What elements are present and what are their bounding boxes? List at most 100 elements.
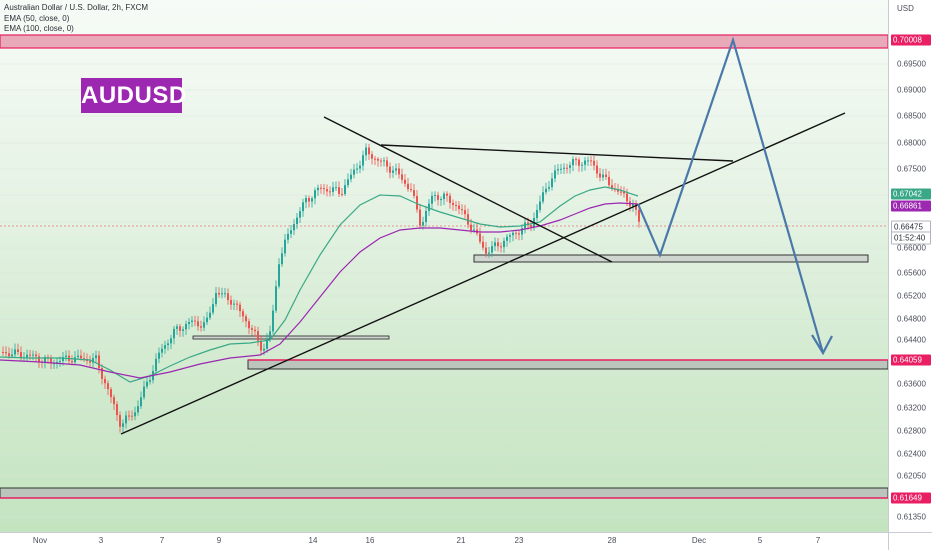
- candle-body: [269, 331, 271, 339]
- support-zone-small[interactable]: [192, 335, 390, 340]
- candle-body: [428, 203, 430, 211]
- chart-canvas: [0, 34, 888, 518]
- candle-body: [197, 321, 199, 327]
- candle-body: [488, 252, 490, 254]
- candle-body: [494, 242, 496, 247]
- candle-body: [617, 189, 619, 192]
- y-tick: 0.69500: [897, 59, 926, 69]
- legend-ema-50: EMA (50, close, 0): [4, 13, 70, 23]
- legend-symbol: Australian Dollar / U.S. Dollar, 2h, FXC…: [4, 3, 149, 12]
- candle-body: [449, 195, 451, 203]
- candle-body: [509, 235, 511, 237]
- candle-body: [299, 211, 301, 218]
- candle-body: [104, 378, 106, 384]
- candle-body: [605, 174, 607, 177]
- candle-body: [620, 191, 622, 193]
- candle-body: [536, 209, 538, 219]
- candle-body: [473, 229, 475, 231]
- candle-body: [572, 159, 574, 166]
- candle-body: [182, 329, 184, 331]
- candle-body: [485, 247, 487, 254]
- candle-body: [56, 361, 58, 364]
- candle-body: [83, 358, 85, 360]
- x-tick: 5: [757, 536, 763, 545]
- indicator-legend[interactable]: Australian Dollar / U.S. Dollar, 2h, FXC…: [4, 3, 148, 35]
- y-tick: 0.65600: [897, 268, 926, 278]
- candle-body: [437, 195, 439, 200]
- price-axis[interactable]: USD 0.69500 0.69000 0.68500 0.68000 0.67…: [888, 0, 932, 532]
- price-label-top-zone: 0.70008: [891, 34, 931, 46]
- support-zone-0.66[interactable]: [473, 254, 869, 263]
- y-tick: 0.68500: [897, 111, 926, 121]
- candle-body: [158, 352, 160, 359]
- candle-body: [479, 233, 481, 242]
- candle-body: [59, 361, 61, 363]
- candle-body: [221, 293, 223, 295]
- candle-body: [236, 303, 238, 305]
- x-tick: 14: [308, 536, 318, 545]
- upper-triangle-line[interactable]: [380, 144, 734, 162]
- y-tick: 0.62800: [897, 426, 926, 436]
- candle-body: [578, 159, 580, 166]
- price-chart[interactable]: Australian Dollar / U.S. Dollar, 2h, FXC…: [0, 0, 888, 532]
- projection-path[interactable]: [636, 36, 825, 354]
- candle-body: [80, 355, 82, 359]
- x-tick: Dec: [691, 536, 707, 545]
- candle-body: [329, 191, 331, 193]
- candle-body: [38, 356, 40, 363]
- candle-body: [596, 165, 598, 174]
- candle-body: [593, 160, 595, 166]
- candle-body: [107, 383, 109, 390]
- candle-body: [368, 147, 370, 155]
- candle-body: [413, 190, 415, 196]
- candle-body: [119, 415, 121, 427]
- candle-body: [563, 167, 565, 169]
- candle-body: [11, 354, 13, 357]
- candle-body: [323, 188, 325, 190]
- ema-50-line: [0, 186, 639, 383]
- candle-body: [395, 168, 397, 171]
- gridlines: [0, 63, 888, 518]
- candle-body: [131, 415, 133, 417]
- candle-body: [503, 240, 505, 248]
- candle-body: [491, 246, 493, 253]
- candle-body: [173, 328, 175, 339]
- x-tick: 3: [98, 536, 104, 545]
- candle-body: [353, 169, 355, 175]
- currency-label: USD: [897, 4, 914, 13]
- candle-body: [302, 202, 304, 212]
- candle-body: [290, 230, 292, 234]
- candle-body: [35, 354, 37, 357]
- support-zone-0.61649[interactable]: [0, 487, 888, 499]
- candle-body: [191, 320, 193, 322]
- candle-body: [320, 187, 322, 189]
- candle-body: [482, 241, 484, 248]
- candle-body: [407, 183, 409, 190]
- x-tick: 7: [815, 536, 821, 545]
- candle-body: [29, 354, 31, 356]
- candle-body: [77, 355, 79, 358]
- resistance-zone-0.70008[interactable]: [0, 34, 888, 49]
- candle-body: [584, 160, 586, 165]
- candle-body: [113, 397, 115, 405]
- y-tick: 0.68000: [897, 138, 926, 148]
- ascending-trendline[interactable]: [120, 112, 846, 435]
- candle-body: [308, 198, 310, 202]
- candle-body: [266, 338, 268, 349]
- candle-body: [194, 320, 196, 322]
- time-axis[interactable]: Nov 3 7 9 14 16 21 23 28 Dec 5 7: [0, 532, 888, 550]
- candle-body: [380, 160, 382, 162]
- candle-body: [560, 168, 562, 170]
- countdown-label: 01:52:40: [891, 231, 931, 245]
- candle-body: [359, 165, 361, 169]
- descending-trendline[interactable]: [323, 116, 613, 263]
- x-tick: 16: [365, 536, 375, 545]
- support-zone-0.64059[interactable]: [247, 359, 888, 370]
- y-tick: 0.63200: [897, 403, 926, 413]
- candle-body: [161, 348, 163, 353]
- candle-body: [278, 264, 280, 287]
- candle-body: [464, 210, 466, 215]
- candle-body: [62, 357, 64, 362]
- candle-body: [215, 292, 217, 305]
- candle-body: [638, 209, 640, 222]
